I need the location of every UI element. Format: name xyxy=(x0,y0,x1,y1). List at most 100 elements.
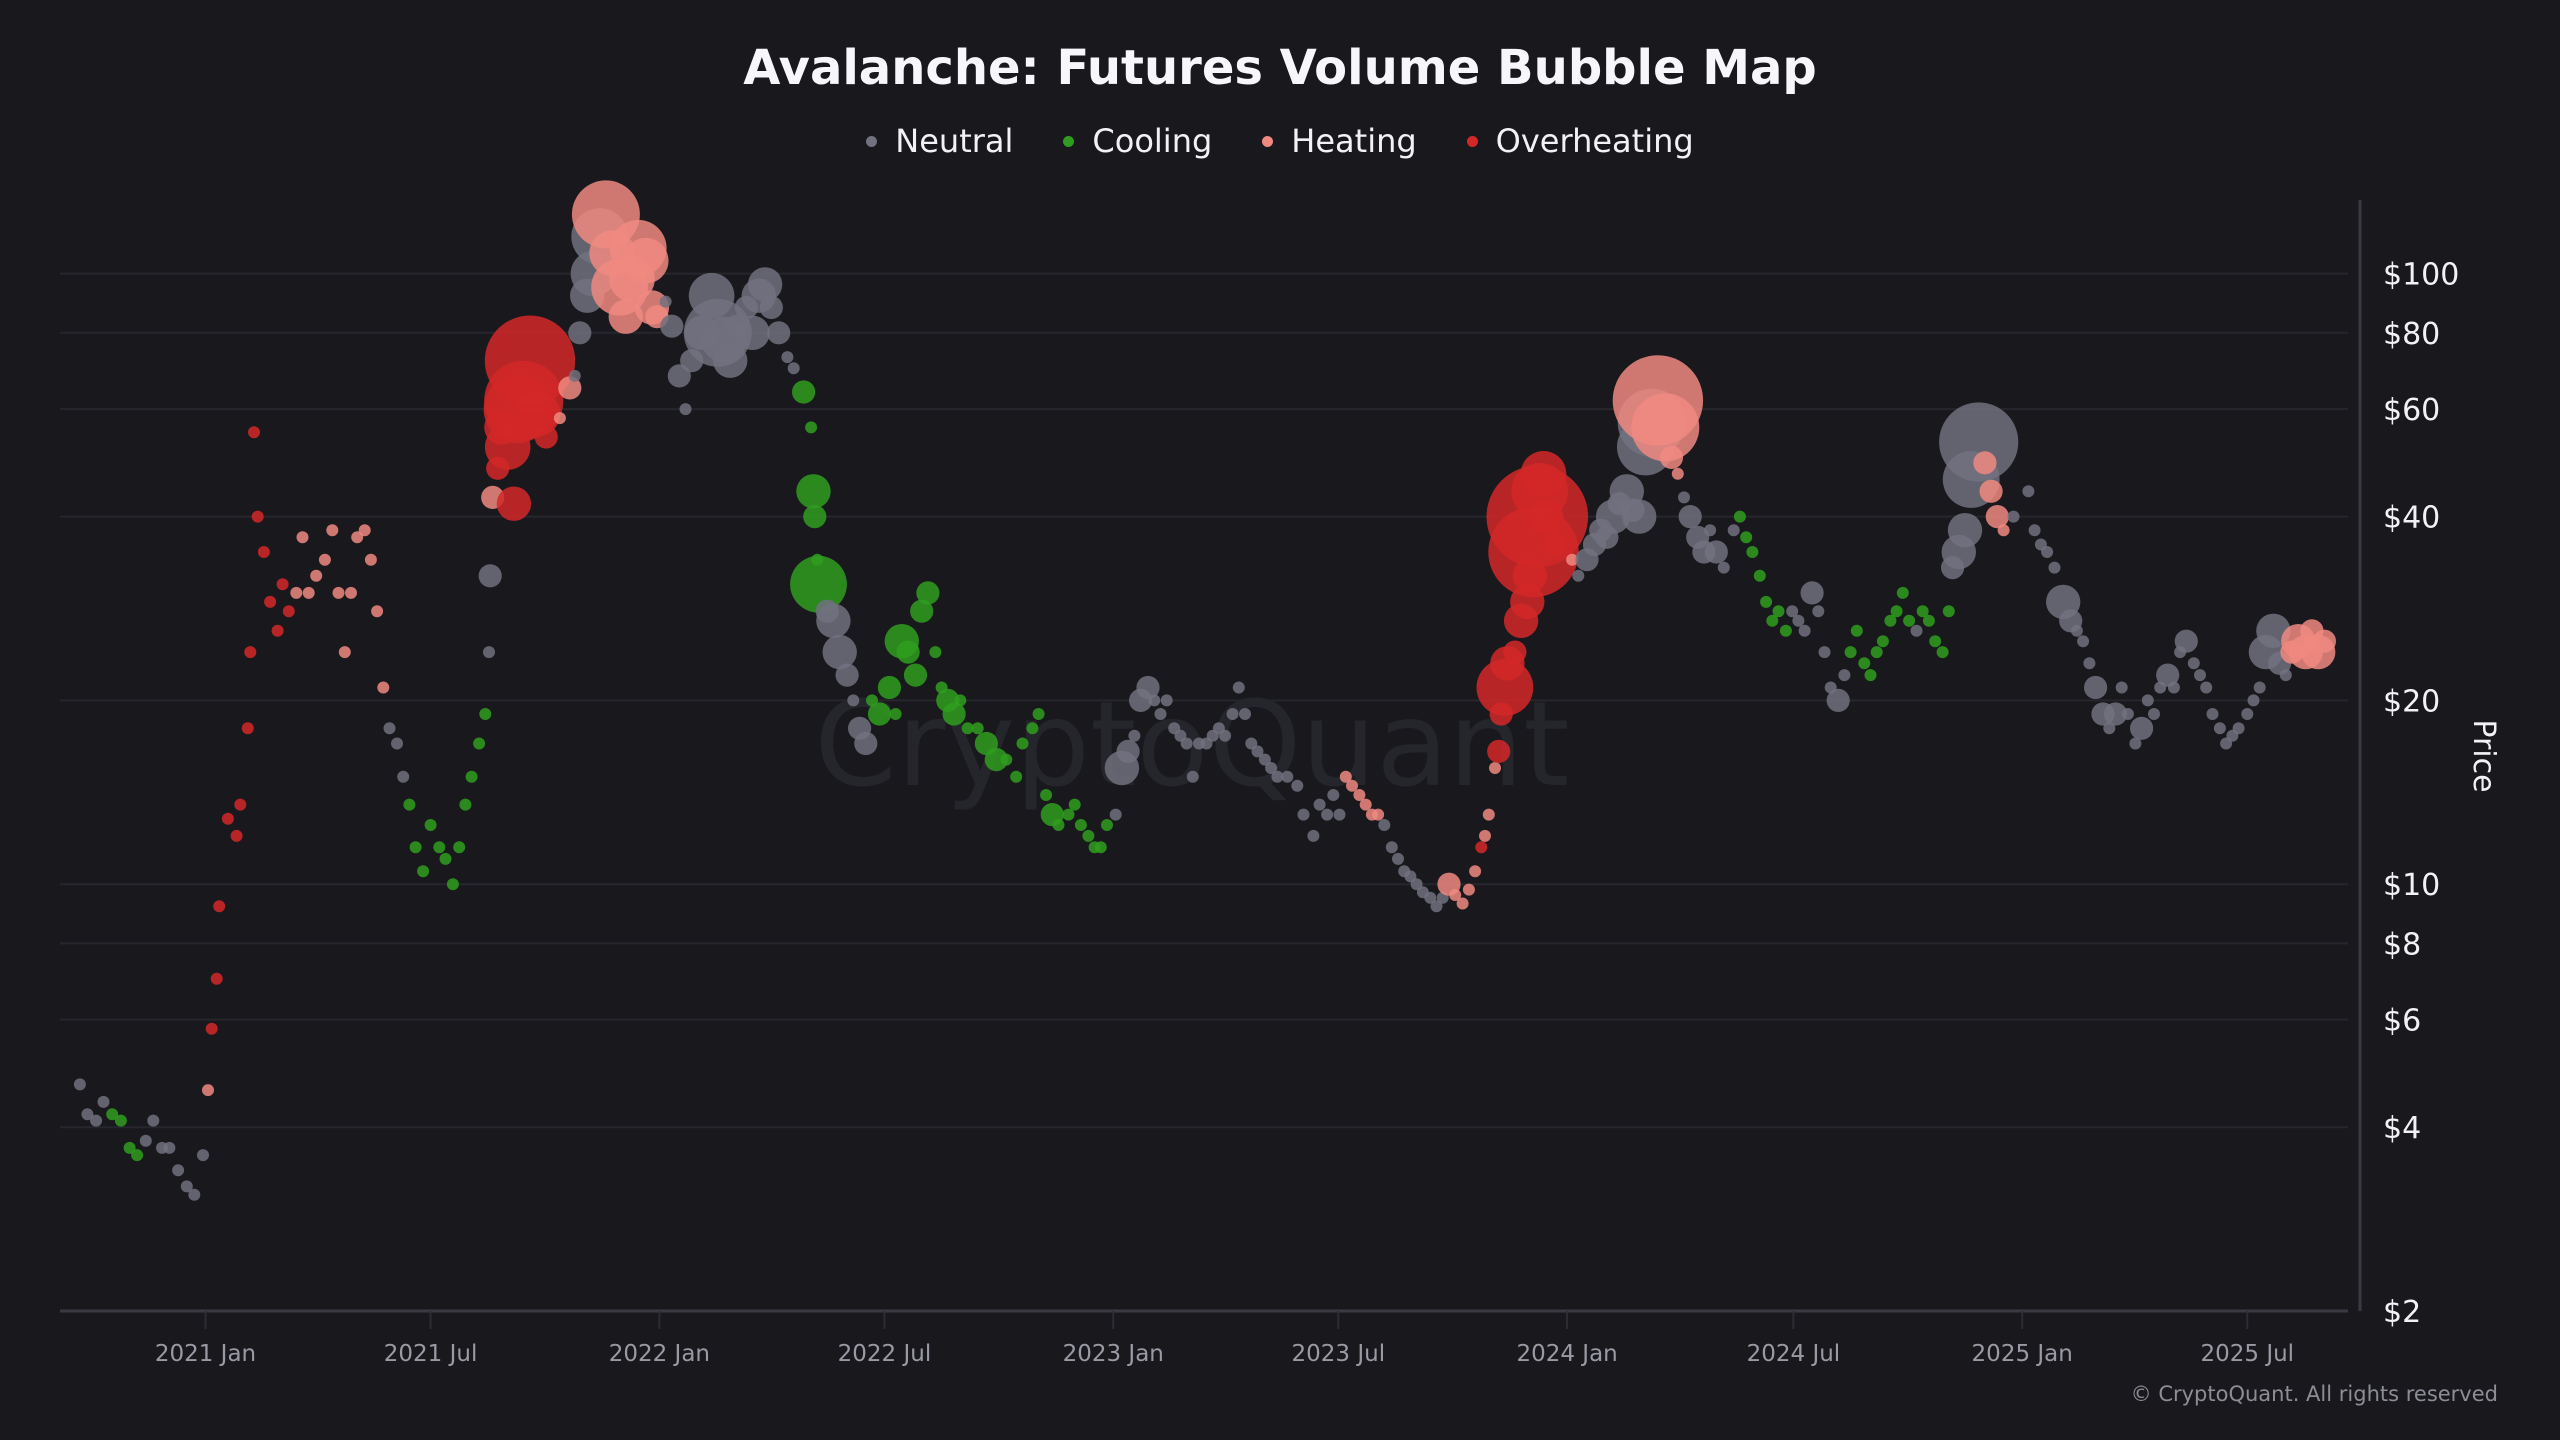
bubble-overheating xyxy=(248,426,260,439)
bubble-heating xyxy=(358,524,371,537)
legend-item-cooling[interactable]: Cooling xyxy=(1063,122,1212,160)
bubble-cooling xyxy=(954,694,967,707)
bubble-neutral xyxy=(2077,635,2090,648)
bubble-cooling xyxy=(424,819,437,831)
bubble-heating xyxy=(1671,467,1684,480)
x-tick-label: 2021 Jul xyxy=(384,1341,478,1367)
bubble-neutral xyxy=(197,1149,209,1162)
bubble-overheating xyxy=(230,829,243,842)
bubble-neutral xyxy=(713,343,748,378)
bubble-cooling xyxy=(459,798,472,811)
bubble-neutral xyxy=(1116,739,1140,764)
bubble-neutral xyxy=(735,315,770,350)
bubble-cooling xyxy=(114,1114,127,1127)
bubble-heating xyxy=(296,531,309,544)
bubble-overheating xyxy=(1543,532,1567,557)
bubble-neutral xyxy=(2141,694,2154,707)
bubble-heating xyxy=(202,1084,214,1097)
bubble-cooling xyxy=(1766,614,1779,627)
bubble-cooling xyxy=(867,702,892,726)
x-tick-label: 2023 Jan xyxy=(1063,1341,1164,1367)
bubble-heating xyxy=(1631,393,1700,462)
bubble-neutral xyxy=(2206,708,2219,720)
bubble-heating xyxy=(1353,789,1366,801)
bubble-cooling xyxy=(929,646,942,659)
bubble-cooling xyxy=(896,640,920,664)
bubble-cooling xyxy=(1746,546,1759,558)
bubble-cooling xyxy=(1896,586,1909,599)
legend-dot-icon xyxy=(1466,135,1478,147)
bubble-cooling xyxy=(1010,770,1023,783)
bubble-neutral xyxy=(1947,513,1983,548)
bubble-neutral xyxy=(2156,663,2180,687)
bubble-neutral xyxy=(1572,569,1585,582)
bubble-neutral xyxy=(1838,669,1851,682)
bubble-heating xyxy=(377,681,390,694)
bubble-neutral xyxy=(2232,722,2245,735)
bubble-neutral xyxy=(90,1114,103,1127)
bubble-cooling xyxy=(803,504,827,529)
bubble-neutral xyxy=(97,1095,110,1108)
bubble-cooling xyxy=(1094,841,1107,854)
legend-item-neutral[interactable]: Neutral xyxy=(866,122,1013,160)
bubble-overheating xyxy=(251,510,264,523)
bubble-heating xyxy=(1489,762,1501,774)
bubble-neutral xyxy=(568,369,581,382)
x-tick-label: 2023 Jul xyxy=(1291,1341,1385,1367)
bubble-neutral xyxy=(1136,675,1160,700)
bubble-neutral xyxy=(1148,694,1161,707)
bubble-cooling xyxy=(1026,722,1039,735)
bubble-overheating xyxy=(496,486,532,521)
bubble-heating xyxy=(1339,770,1352,783)
bubble-neutral xyxy=(854,731,878,756)
bubble-neutral xyxy=(1226,708,1239,720)
bubble-cooling xyxy=(1922,614,1935,627)
bubble-overheating xyxy=(1520,451,1567,497)
bubble-neutral xyxy=(2103,722,2116,735)
bubble-overheating xyxy=(205,1022,218,1035)
bubble-neutral xyxy=(822,634,857,670)
bubble-neutral xyxy=(1251,745,1264,758)
legend-item-overheating[interactable]: Overheating xyxy=(1466,122,1694,160)
x-tick-label: 2025 Jul xyxy=(2200,1341,2294,1367)
bubble-heating xyxy=(332,586,345,599)
bubble-neutral xyxy=(1180,737,1193,750)
legend-dot-icon xyxy=(1262,135,1274,147)
bubble-overheating xyxy=(244,646,257,659)
bubble-heating xyxy=(558,376,582,400)
bubble-cooling xyxy=(805,421,818,434)
copyright: © CryptoQuant. All rights reserved xyxy=(2130,1382,2498,1406)
y-tick-label: $20 xyxy=(2383,684,2440,719)
bubble-overheating xyxy=(1487,739,1511,764)
bubble-neutral xyxy=(73,1078,86,1091)
bubble-neutral xyxy=(2028,524,2041,537)
bubble-heating xyxy=(290,586,303,599)
bubble-heating xyxy=(364,553,377,566)
legend-item-heating[interactable]: Heating xyxy=(1262,122,1417,160)
bubble-cooling xyxy=(1760,595,1773,608)
bubble-cooling xyxy=(417,865,430,878)
bubble-neutral xyxy=(2241,708,2254,720)
bubble-neutral xyxy=(816,603,851,638)
bubble-neutral xyxy=(2148,708,2160,720)
bubble-neutral xyxy=(1327,789,1340,801)
y-tick-label: $40 xyxy=(2383,501,2440,536)
bubble-neutral xyxy=(1410,878,1423,891)
bubble-neutral xyxy=(1232,681,1245,694)
bubble-heating xyxy=(1449,889,1462,901)
legend-dot-icon xyxy=(1063,135,1075,147)
bubble-cooling xyxy=(1772,605,1785,618)
bubble-heating xyxy=(1659,445,1684,469)
bubble-neutral xyxy=(1333,808,1346,821)
bubble-cooling xyxy=(796,474,831,509)
bubble-cooling xyxy=(131,1149,144,1162)
bubble-cooling xyxy=(984,748,1008,772)
bubble-neutral xyxy=(781,351,794,364)
y-tick-label: $100 xyxy=(2383,258,2459,293)
bubble-overheating xyxy=(276,578,289,591)
bubble-cooling xyxy=(1903,614,1916,627)
bubble-neutral xyxy=(1313,798,1326,811)
bubble-overheating xyxy=(257,546,270,558)
bubble-cooling xyxy=(1870,646,1883,659)
